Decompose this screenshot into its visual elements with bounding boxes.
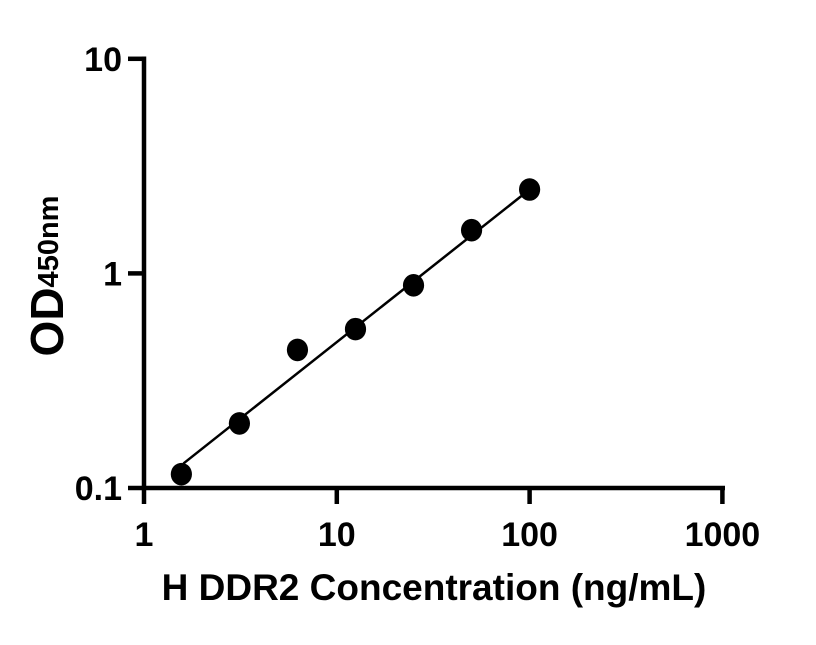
y-tick-label: 1 bbox=[103, 255, 122, 293]
y-tick-label: 10 bbox=[84, 41, 122, 79]
data-point bbox=[519, 178, 541, 201]
y-tick-label: 0.1 bbox=[75, 470, 122, 508]
data-points bbox=[170, 178, 541, 486]
data-point bbox=[344, 317, 367, 341]
data-point bbox=[460, 218, 483, 242]
x-tick-label: 100 bbox=[501, 516, 558, 554]
x-tick-label: 1 bbox=[135, 516, 154, 554]
y-axis-title-main: OD bbox=[21, 287, 73, 356]
x-tick-label: 10 bbox=[318, 516, 356, 554]
y-axis-title-subscript: 450nm bbox=[33, 196, 65, 288]
data-point bbox=[286, 338, 309, 362]
data-point bbox=[170, 462, 192, 486]
y-axis-title: OD450nm bbox=[21, 196, 73, 357]
data-point bbox=[228, 412, 251, 435]
x-axis-title: H DDR2 Concentration (ng/mL) bbox=[162, 567, 707, 608]
x-tick-label: 1000 bbox=[685, 516, 761, 554]
data-point bbox=[402, 274, 425, 297]
